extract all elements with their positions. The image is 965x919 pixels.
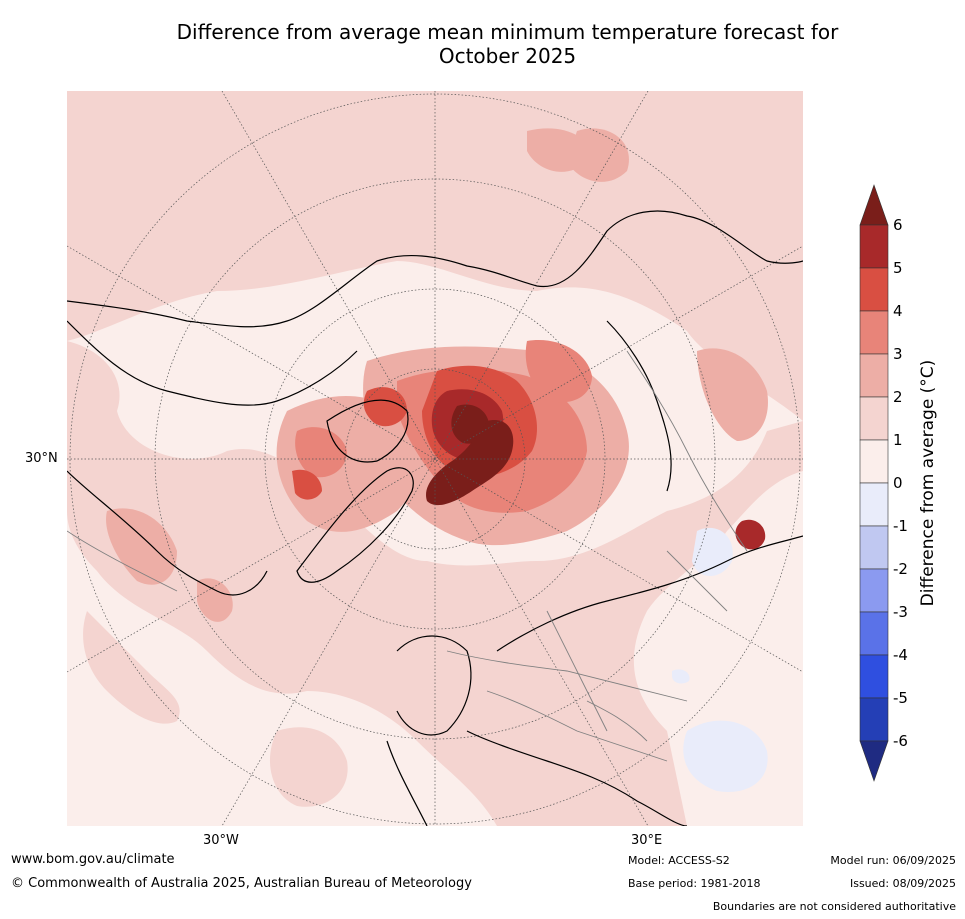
footer-model: Model: ACCESS-S2: [628, 854, 730, 867]
coastlines: [67, 210, 803, 826]
colorbar-tick: -1: [893, 517, 908, 535]
title-line-2: October 2025: [438, 44, 577, 68]
chart-title: Difference from average mean minimum tem…: [0, 20, 965, 68]
colorbar-tick: -2: [893, 560, 908, 578]
colorbar-label: Difference from average (°C): [918, 359, 938, 607]
colorbar-tick: -3: [893, 603, 908, 621]
footer-website[interactable]: www.bom.gov.au/climate: [11, 852, 175, 867]
footer-disclaimer: Boundaries are not considered authoritat…: [712, 900, 956, 913]
colorbar: [859, 184, 889, 782]
colorbar-bin: [859, 482, 889, 527]
colorbar-tick: -4: [893, 646, 908, 664]
footer-issued: Issued: 08/09/2025: [849, 877, 956, 890]
colorbar-bin: [859, 525, 889, 570]
colorbar-bin: [859, 654, 889, 699]
colorbar-tick: -6: [893, 732, 908, 750]
lon-label-30w: 30°W: [203, 833, 239, 848]
lat-label-30n: 30°N: [25, 451, 58, 466]
colorbar-tick: 6: [893, 216, 903, 234]
colorbar-tick: 1: [893, 431, 903, 449]
colorbar-tick: -5: [893, 689, 908, 707]
graticule: [67, 91, 803, 826]
colorbar-bin: [859, 697, 889, 742]
colorbar-tick: 2: [893, 388, 903, 406]
colorbar-bin: [859, 396, 889, 441]
footer-base-period: Base period: 1981-2018: [628, 877, 761, 890]
footer-model-run: Model run: 06/09/2025: [830, 854, 956, 867]
colorbar-bin: [859, 439, 889, 484]
lat-circle-60: [264, 288, 606, 630]
colorbar-bin: [859, 568, 889, 613]
colorbar-bin: [859, 184, 889, 226]
country-borders: [67, 350, 748, 762]
colorbar-bin: [859, 224, 889, 269]
colorbar-bin: [859, 611, 889, 656]
lon-label-30e: 30°E: [631, 833, 663, 848]
colorbar-tick: 5: [893, 259, 903, 277]
meridian-330: [221, 91, 649, 826]
footer-copyright: © Commonwealth of Australia 2025, Austra…: [11, 876, 472, 891]
colorbar-bin: [859, 310, 889, 355]
title-line-1: Difference from average mean minimum tem…: [176, 20, 839, 44]
lat-circle-75: [344, 368, 526, 550]
colorbar-bin: [859, 740, 889, 782]
colorbar-tick: 3: [893, 345, 903, 363]
colorbar-bins: [859, 184, 889, 782]
forecast-map[interactable]: [67, 91, 803, 826]
colorbar-tick: 0: [893, 474, 903, 492]
colorbar-bin: [859, 353, 889, 398]
colorbar-bin: [859, 267, 889, 312]
anomaly-over-6-layer: [426, 404, 514, 506]
colorbar-tick: 4: [893, 302, 903, 320]
anomaly-neg-1-0-layer: [672, 527, 768, 792]
